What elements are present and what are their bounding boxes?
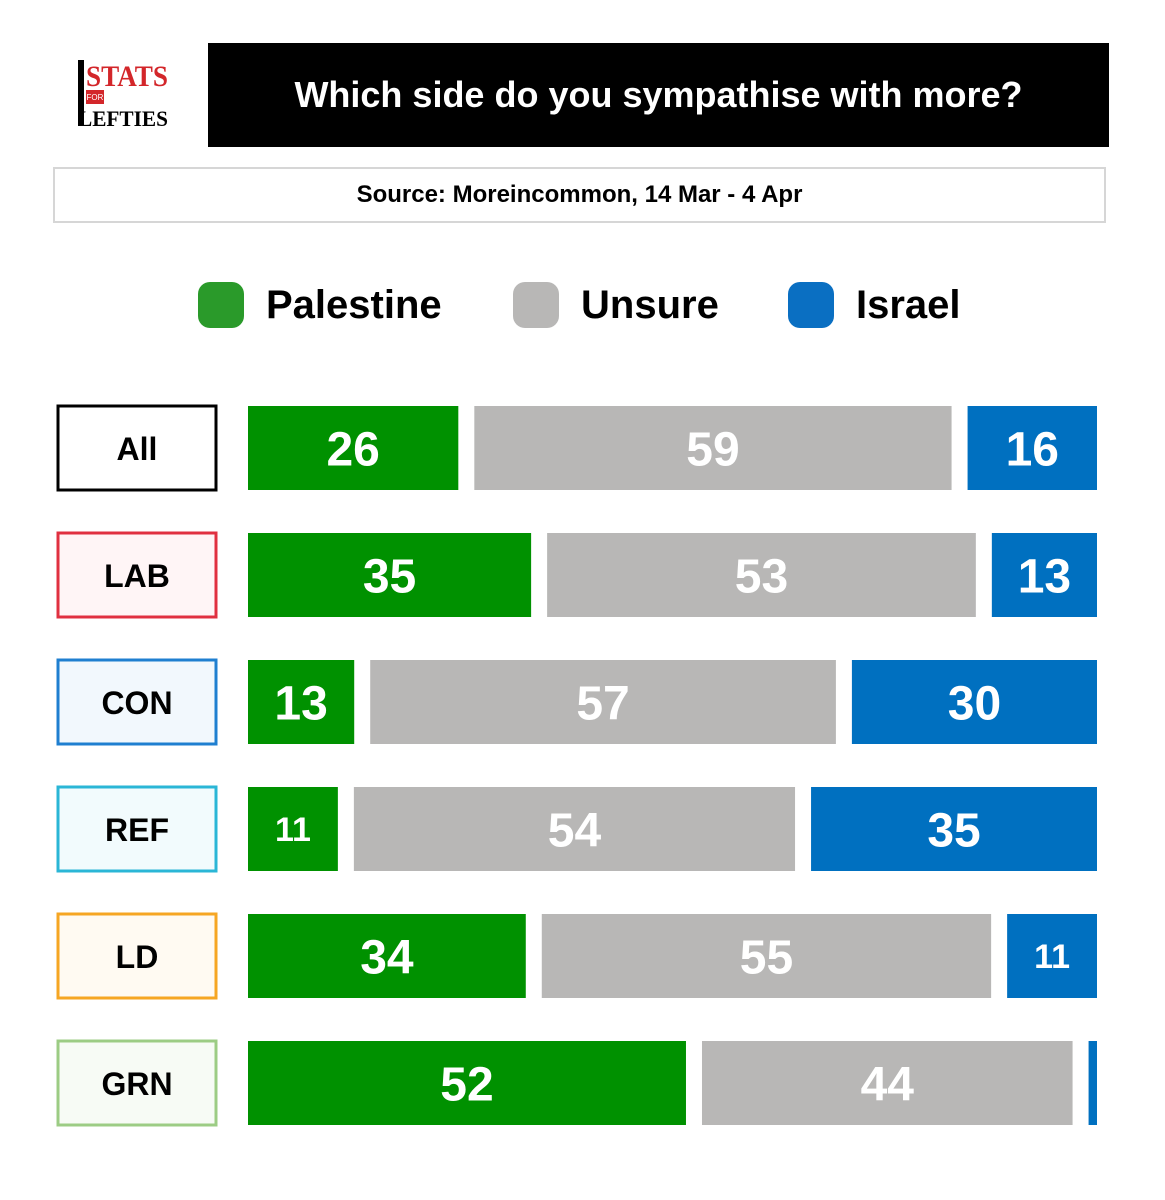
- legend: Palestine Unsure Israel: [0, 278, 1165, 332]
- bar-ref-israel: [811, 787, 1097, 871]
- legend-item-palestine: Palestine: [198, 278, 442, 332]
- party-label-all: All: [56, 404, 218, 492]
- stats-for-lefties-logo: STATS FOR LEFTIES: [78, 60, 168, 130]
- bar-grn-israel: [1088, 1041, 1097, 1125]
- bar-ld-israel: [1007, 914, 1097, 998]
- data-label-ref-israel: 35: [927, 804, 980, 857]
- data-label-ld-palestine: 34: [360, 931, 414, 984]
- logo: STATS FOR LEFTIES: [74, 60, 174, 130]
- legend-item-israel: Israel: [788, 278, 961, 332]
- bar-grn-unsure: [701, 1041, 1073, 1125]
- data-label-lab-israel: 13: [1018, 550, 1071, 603]
- party-label-con: CON: [56, 658, 218, 746]
- bar-lab-israel: [991, 533, 1097, 617]
- party-label-text-con: CON: [101, 685, 172, 721]
- bar-ref-unsure: [353, 787, 796, 871]
- data-label-grn-unsure: 44: [861, 1058, 915, 1111]
- party-label-text-ref: REF: [105, 812, 169, 848]
- data-label-con-israel: 30: [948, 677, 1001, 730]
- chart-title: Which side do you sympathise with more?: [208, 43, 1109, 147]
- bar-con-palestine: [248, 660, 355, 744]
- party-label-box-lab: [56, 531, 218, 619]
- legend-item-unsure: Unsure: [513, 278, 719, 332]
- party-label-ld: LD: [56, 912, 218, 1000]
- bar-lab-palestine: [248, 533, 532, 617]
- party-label-box-con: [56, 658, 218, 746]
- data-label-ref-unsure: 54: [548, 804, 602, 857]
- data-label-all-palestine: 26: [326, 423, 379, 476]
- data-label-lab-palestine: 35: [363, 550, 416, 603]
- data-label-ld-unsure: 55: [740, 931, 793, 984]
- data-label-lab-unsure: 53: [735, 550, 788, 603]
- legend-label-palestine: Palestine: [266, 282, 442, 327]
- party-label-text-grn: GRN: [101, 1066, 172, 1102]
- bar-grn-palestine: [248, 1041, 686, 1125]
- legend-swatch-israel: [788, 282, 834, 328]
- data-label-all-unsure: 59: [686, 423, 739, 476]
- data-label-grn-palestine: 52: [440, 1058, 493, 1111]
- legend-label-unsure: Unsure: [581, 282, 719, 327]
- bar-all-israel: [967, 406, 1097, 490]
- party-label-lab: LAB: [56, 531, 218, 619]
- bar-ld-palestine: [248, 914, 526, 998]
- data-label-all-israel: 16: [1006, 423, 1059, 476]
- party-label-box-grn: [56, 1039, 218, 1127]
- data-label-ref-palestine: 11: [275, 811, 311, 849]
- bar-all-unsure: [474, 406, 952, 490]
- party-label-ref: REF: [56, 785, 218, 873]
- data-label-ld-israel: 11: [1034, 938, 1070, 976]
- bar-con-unsure: [370, 660, 836, 744]
- bar-all-palestine: [248, 406, 459, 490]
- legend-label-israel: Israel: [856, 282, 961, 327]
- bar-con-israel: [851, 660, 1097, 744]
- logo-small-text: FOR: [87, 93, 104, 102]
- data-label-con-unsure: 57: [576, 677, 629, 730]
- bar-lab-unsure: [547, 533, 976, 617]
- source-note: Source: Moreincommon, 14 Mar - 4 Apr: [53, 167, 1106, 223]
- party-label-grn: GRN: [56, 1039, 218, 1127]
- logo-top-text: STATS: [86, 60, 168, 93]
- party-label-box-all: [56, 404, 218, 492]
- legend-swatch-palestine: [198, 282, 244, 328]
- legend-swatch-unsure: [513, 282, 559, 328]
- logo-bottom-text: LEFTIES: [78, 106, 168, 130]
- data-label-con-palestine: 13: [274, 677, 327, 730]
- party-label-text-lab: LAB: [104, 558, 170, 594]
- party-label-text-all: All: [117, 431, 158, 467]
- bar-ref-palestine: [248, 787, 338, 871]
- bar-ld-unsure: [541, 914, 992, 998]
- party-label-box-ref: [56, 785, 218, 873]
- party-label-box-ld: [56, 912, 218, 1000]
- party-label-text-ld: LD: [116, 939, 159, 975]
